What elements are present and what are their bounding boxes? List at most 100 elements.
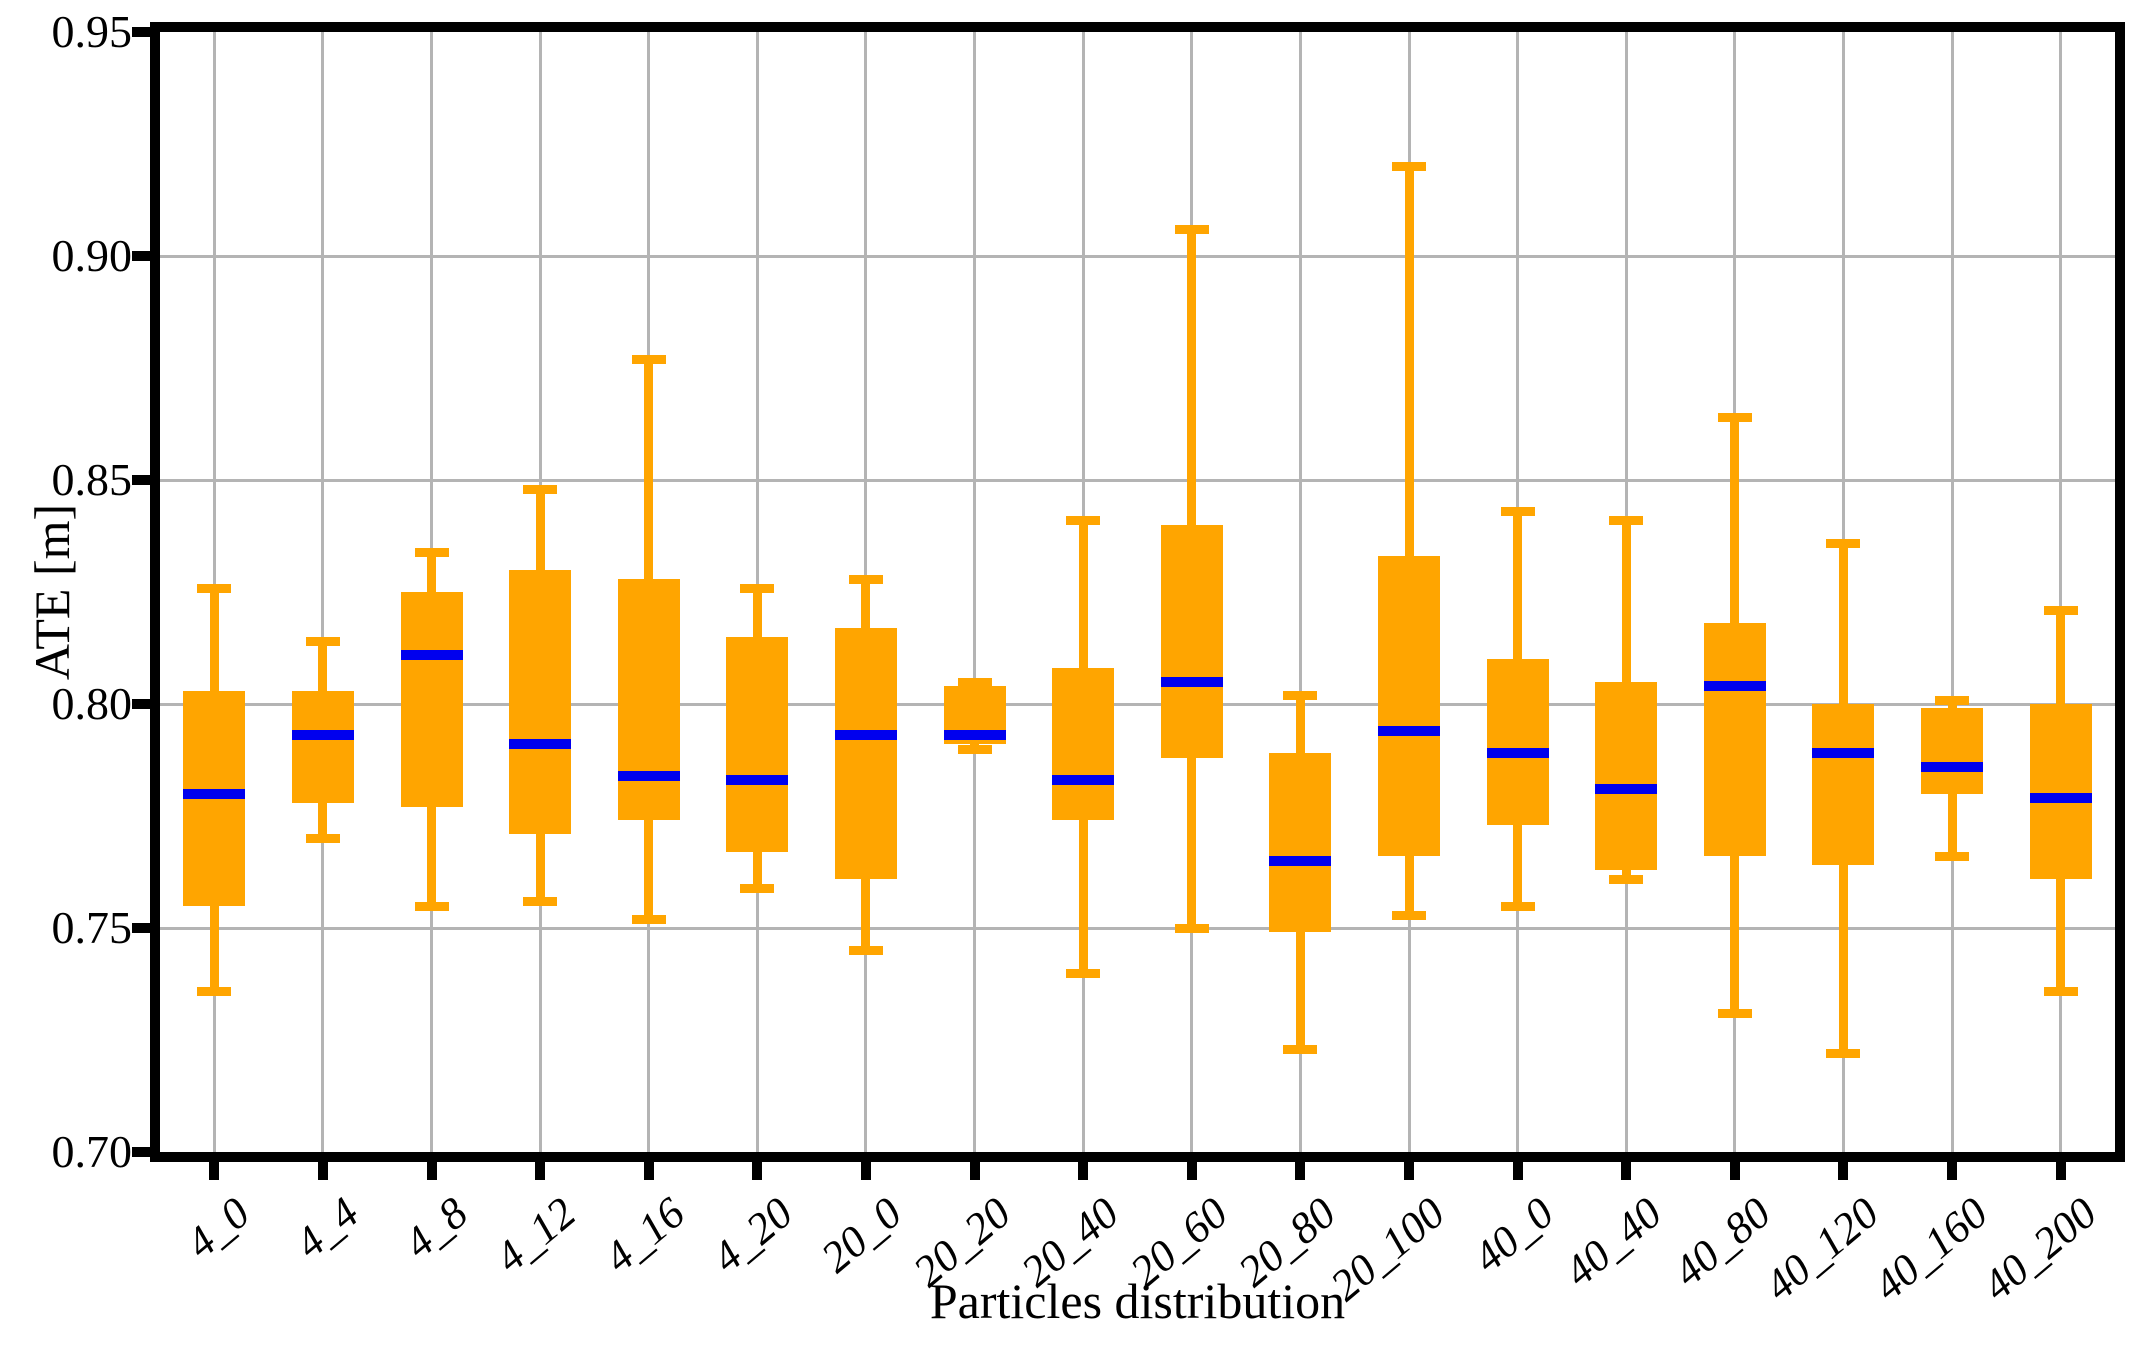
box-40_120: [1812, 704, 1875, 866]
median-line-4_0: [183, 788, 246, 799]
whisker-cap-top-40_80: [1717, 413, 1752, 423]
x-tick-mark-20_80: [1295, 1162, 1306, 1180]
x-tick-mark-40_40: [1621, 1162, 1632, 1180]
gridline-horizontal-0.90: [160, 254, 2115, 258]
whisker-cap-top-20_20: [957, 677, 992, 687]
whisker-cap-bottom-40_0: [1500, 901, 1535, 911]
median-line-4_20: [726, 775, 789, 786]
median-line-20_0: [834, 730, 897, 741]
whisker-cap-bottom-40_120: [1826, 1049, 1861, 1059]
whisker-cap-bottom-4_4: [305, 834, 340, 844]
gridline-horizontal-0.85: [160, 478, 2115, 482]
x-tick-mark-4_8: [426, 1162, 437, 1180]
whisker-cap-bottom-20_0: [848, 946, 883, 956]
x-tick-label-20_0: 20_0: [811, 1187, 911, 1283]
median-line-20_20: [943, 730, 1006, 741]
whisker-cap-bottom-20_40: [1066, 968, 1101, 978]
y-tick-mark-0.80: [132, 699, 150, 709]
whisker-cap-bottom-40_200: [2043, 986, 2078, 996]
whisker-cap-top-20_0: [848, 574, 883, 584]
whisker-cap-top-4_8: [414, 547, 449, 557]
whisker-cap-top-40_0: [1500, 507, 1535, 517]
y-tick-label-0.80: 0.80: [51, 678, 133, 729]
x-tick-label-4_20: 4_20: [703, 1187, 803, 1283]
whisker-cap-bottom-20_60: [1174, 924, 1209, 933]
x-tick-label-4_0: 4_0: [177, 1187, 260, 1268]
y-tick-label-0.70: 0.70: [51, 1126, 133, 1177]
whisker-cap-bottom-4_16: [631, 915, 666, 925]
box-4_16: [617, 578, 680, 821]
box-4_20: [726, 636, 789, 852]
whisker-cap-top-20_60: [1174, 225, 1209, 235]
box-40_200: [2029, 704, 2092, 879]
box-40_0: [1486, 659, 1549, 825]
whisker-cap-bottom-4_20: [740, 883, 775, 893]
gridline-vertical-20_80: [1298, 32, 1302, 1152]
box-40_40: [1595, 681, 1658, 870]
median-line-40_160: [1921, 761, 1984, 772]
box-20_0: [834, 627, 897, 879]
x-tick-label-4_4: 4_4: [285, 1187, 368, 1268]
x-tick-mark-4_4: [317, 1162, 328, 1180]
x-tick-label-4_12: 4_12: [486, 1187, 585, 1283]
y-tick-mark-0.70: [132, 1147, 150, 1157]
median-line-4_8: [400, 649, 463, 660]
whisker-stem-20_100: [1404, 166, 1414, 915]
whisker-cap-top-40_160: [1935, 695, 1970, 705]
x-tick-mark-4_0: [209, 1162, 220, 1180]
y-tick-label-0.90: 0.90: [51, 230, 133, 281]
whisker-cap-top-40_120: [1826, 538, 1861, 548]
median-line-40_120: [1812, 748, 1875, 759]
x-tick-mark-40_80: [1729, 1162, 1740, 1180]
plot-frame: [150, 22, 2125, 1162]
x-tick-label-4_16: 4_16: [594, 1187, 694, 1283]
x-tick-mark-40_0: [1512, 1162, 1523, 1180]
x-tick-mark-40_160: [1947, 1162, 1958, 1180]
whisker-cap-top-20_80: [1283, 691, 1318, 701]
gridline-horizontal-0.75: [160, 926, 2115, 930]
median-line-20_80: [1269, 855, 1332, 866]
x-tick-label-4_8: 4_8: [394, 1187, 477, 1268]
median-line-20_100: [1378, 725, 1441, 736]
gridline-vertical-20_20: [973, 32, 977, 1152]
whisker-cap-top-4_4: [305, 637, 340, 647]
whisker-cap-top-4_0: [197, 583, 232, 593]
median-line-20_40: [1052, 775, 1115, 786]
whisker-cap-top-20_100: [1392, 162, 1427, 172]
box-4_8: [400, 592, 463, 808]
x-tick-label-40_0: 40_0: [1463, 1187, 1563, 1283]
median-line-40_0: [1486, 748, 1549, 759]
whisker-cap-top-4_20: [740, 583, 775, 593]
x-tick-mark-20_100: [1404, 1162, 1415, 1180]
whisker-cap-top-20_40: [1066, 516, 1101, 526]
x-tick-mark-4_16: [643, 1162, 654, 1180]
x-axis-label: Particles distribution: [929, 1273, 1346, 1329]
median-line-4_16: [617, 770, 680, 781]
y-tick-mark-0.95: [132, 27, 150, 37]
gridline-vertical-4_4: [321, 32, 325, 1152]
whisker-cap-top-4_12: [523, 484, 558, 494]
y-tick-mark-0.85: [132, 475, 150, 485]
whisker-cap-bottom-4_0: [197, 986, 232, 996]
whisker-cap-bottom-20_20: [957, 744, 992, 754]
whisker-cap-top-40_40: [1609, 516, 1644, 526]
whisker-cap-bottom-40_80: [1717, 1009, 1752, 1019]
median-line-40_200: [2029, 793, 2092, 804]
whisker-cap-bottom-20_80: [1283, 1044, 1318, 1054]
box-4_12: [509, 569, 572, 834]
whisker-cap-top-40_200: [2043, 605, 2078, 615]
x-tick-mark-40_200: [2055, 1162, 2066, 1180]
box-20_60: [1160, 524, 1223, 758]
x-tick-mark-4_12: [535, 1162, 546, 1180]
median-line-20_60: [1160, 676, 1223, 687]
y-tick-mark-0.90: [132, 251, 150, 261]
x-tick-mark-20_20: [969, 1162, 980, 1180]
gridline-vertical-40_160: [1950, 32, 1954, 1152]
box-4_4: [291, 690, 354, 803]
gridline-vertical-40_200: [2059, 32, 2063, 1152]
whisker-cap-bottom-4_12: [523, 897, 558, 907]
x-tick-mark-20_40: [1078, 1162, 1089, 1180]
gridline-horizontal-0.80: [160, 702, 2115, 706]
